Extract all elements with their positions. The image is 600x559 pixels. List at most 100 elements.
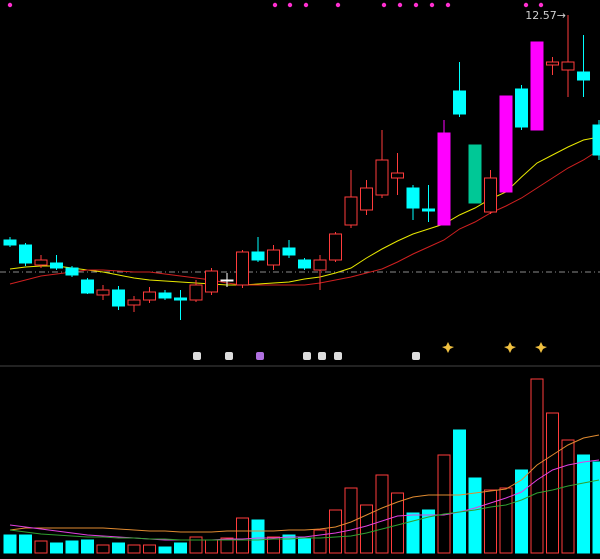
candle-body bbox=[189, 284, 203, 301]
volume-average bbox=[9, 459, 600, 541]
candle-body bbox=[329, 233, 342, 261]
volume-bar bbox=[375, 474, 389, 554]
volume-bar bbox=[344, 487, 358, 554]
volume-bar bbox=[19, 534, 32, 554]
volume-bar bbox=[577, 454, 590, 554]
volume-bar bbox=[143, 544, 156, 554]
candle-body bbox=[406, 187, 420, 209]
volume-bar bbox=[437, 454, 451, 554]
event-icon[interactable] bbox=[334, 352, 342, 360]
signal-dot bbox=[429, 2, 435, 8]
top-markers bbox=[7, 2, 544, 8]
volume-bar bbox=[236, 517, 249, 554]
moving-average bbox=[9, 136, 600, 286]
candle-body bbox=[484, 177, 497, 213]
event-icon[interactable] bbox=[225, 352, 233, 360]
volume-bar bbox=[127, 544, 141, 554]
candle-body bbox=[143, 291, 156, 301]
signal-dot bbox=[335, 2, 341, 8]
volume-bar bbox=[112, 542, 125, 554]
moving-average bbox=[9, 149, 600, 286]
volume-average bbox=[9, 479, 600, 541]
candle-body bbox=[267, 249, 280, 266]
volume-bar bbox=[546, 412, 559, 554]
candle-body bbox=[50, 262, 63, 269]
signal-dot bbox=[7, 2, 13, 8]
volume-bar bbox=[267, 536, 280, 554]
event-icon[interactable] bbox=[412, 352, 420, 360]
candle-body bbox=[313, 259, 327, 271]
candle-body bbox=[205, 270, 218, 293]
candle-body bbox=[127, 299, 141, 306]
volume-bar bbox=[205, 539, 218, 554]
volume-bar bbox=[3, 534, 17, 554]
event-icon[interactable] bbox=[193, 352, 201, 360]
volume-bar bbox=[313, 529, 327, 554]
signal-dot bbox=[381, 2, 387, 8]
candle-body bbox=[530, 41, 544, 131]
candle-body bbox=[468, 144, 482, 204]
candle-body bbox=[174, 297, 187, 301]
volume-bar bbox=[530, 378, 544, 554]
volume-bar bbox=[96, 544, 110, 554]
candle-body bbox=[220, 279, 234, 282]
candle-body bbox=[453, 90, 466, 115]
candle-body bbox=[34, 259, 48, 266]
candle-body bbox=[422, 208, 435, 212]
signal-dot bbox=[445, 2, 451, 8]
candle-body bbox=[3, 239, 17, 246]
volume-bar bbox=[298, 537, 311, 554]
volume-bar bbox=[515, 469, 528, 554]
candle-body bbox=[561, 61, 575, 71]
candle-body bbox=[437, 132, 451, 226]
signal-dot bbox=[523, 2, 529, 8]
max-price-label: 12.57→ bbox=[525, 9, 566, 22]
candle-body bbox=[96, 289, 110, 296]
candle-body bbox=[546, 61, 559, 66]
volume-bar bbox=[174, 542, 187, 554]
candle-body bbox=[344, 196, 358, 226]
volume-bar bbox=[81, 539, 94, 554]
candle-body bbox=[515, 88, 528, 128]
volume-bar bbox=[484, 489, 497, 554]
candle-body bbox=[391, 172, 404, 179]
candle-body bbox=[592, 124, 600, 156]
candle-body bbox=[282, 247, 296, 256]
volume-bar bbox=[189, 536, 203, 554]
candle-body bbox=[298, 259, 311, 269]
volume-bar bbox=[561, 439, 575, 554]
volume-bar bbox=[406, 512, 420, 554]
candle-body bbox=[499, 95, 513, 193]
volume-average bbox=[9, 434, 600, 533]
event-icon[interactable] bbox=[318, 352, 326, 360]
signal-dot bbox=[397, 2, 403, 8]
volume-bar bbox=[592, 461, 600, 554]
candle-body bbox=[236, 251, 249, 286]
candle-body bbox=[65, 267, 79, 276]
event-icon[interactable] bbox=[256, 352, 264, 360]
candle-body bbox=[112, 289, 125, 307]
volume-bar bbox=[468, 477, 482, 554]
volume-bar bbox=[65, 540, 79, 554]
star-icon[interactable] bbox=[442, 342, 454, 353]
signal-dot bbox=[272, 2, 278, 8]
candle-body bbox=[158, 292, 172, 299]
volume-bar bbox=[360, 504, 373, 554]
signal-dot bbox=[303, 2, 309, 8]
volume-bar bbox=[329, 509, 342, 554]
candle-body bbox=[81, 279, 94, 294]
signal-dot bbox=[413, 2, 419, 8]
volume-bar bbox=[158, 546, 172, 554]
candle-body bbox=[577, 71, 590, 81]
candle-body bbox=[19, 244, 32, 264]
candle-body bbox=[375, 159, 389, 196]
star-icon[interactable] bbox=[535, 342, 547, 353]
event-icon[interactable] bbox=[303, 352, 311, 360]
volume-bar bbox=[34, 540, 48, 554]
volume-bar bbox=[50, 542, 63, 554]
star-icon[interactable] bbox=[504, 342, 516, 353]
volume-bar bbox=[220, 537, 234, 554]
candle-body bbox=[251, 251, 265, 261]
volume-bar bbox=[453, 429, 466, 554]
